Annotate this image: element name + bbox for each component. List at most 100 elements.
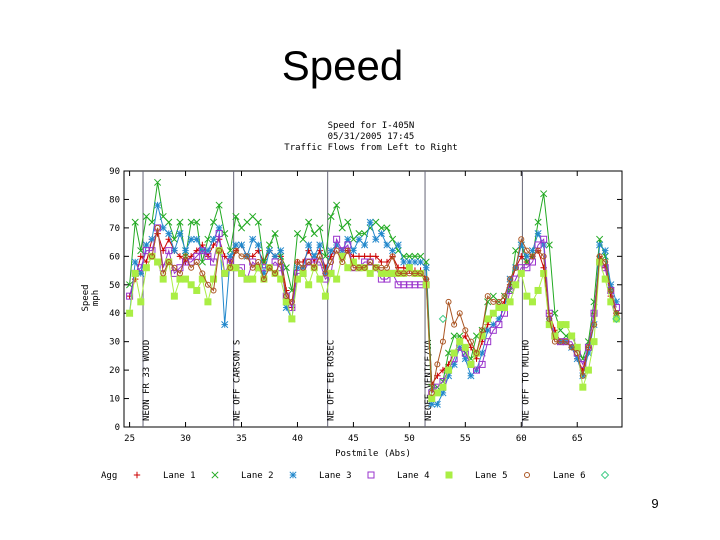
data-point — [383, 264, 390, 271]
data-point — [462, 327, 469, 334]
data-point — [204, 281, 211, 288]
data-point — [433, 389, 441, 397]
data-point — [288, 315, 296, 323]
data-point — [540, 253, 547, 260]
data-point — [193, 286, 201, 294]
data-point — [255, 247, 262, 254]
data-point — [254, 264, 262, 272]
data-point — [355, 230, 363, 238]
data-point — [321, 292, 329, 300]
data-point — [170, 235, 178, 243]
data-point — [260, 269, 268, 277]
data-point — [563, 338, 570, 345]
data-point — [232, 241, 240, 249]
data-point — [176, 253, 184, 260]
data-point — [506, 298, 514, 306]
data-point — [338, 252, 346, 260]
series-layer — [126, 178, 621, 408]
data-point — [557, 338, 564, 345]
x-tick-label: 25 — [124, 434, 135, 444]
data-point — [299, 269, 307, 277]
data-point — [584, 349, 592, 357]
data-point — [176, 270, 183, 277]
data-point — [479, 327, 486, 334]
data-point — [523, 252, 531, 260]
data-point — [473, 355, 480, 362]
y-axis-label: Speed — [81, 284, 91, 311]
plot-frame — [123, 170, 623, 428]
data-point — [540, 190, 548, 198]
data-point — [444, 372, 453, 380]
data-point — [377, 224, 385, 232]
data-point — [338, 224, 346, 232]
data-point — [249, 253, 256, 260]
data-point — [154, 258, 162, 266]
data-point — [165, 247, 173, 255]
data-point — [507, 276, 514, 283]
data-point — [333, 275, 341, 283]
slide-title: Speed — [281, 42, 404, 89]
data-point — [512, 281, 520, 289]
x-axis-label: Postmile (Abs) — [335, 449, 411, 459]
data-point — [300, 264, 307, 271]
data-point — [478, 349, 486, 357]
location-markers: NEON FR 33 WOOD NE OFF CARSON S NE OFF EB … — [142, 171, 531, 427]
chart-title-line: Traffic Flows from Left to Right — [284, 143, 457, 153]
data-point — [316, 253, 323, 260]
data-point — [182, 253, 189, 260]
data-point — [389, 269, 397, 277]
data-point — [277, 259, 284, 266]
data-point — [405, 264, 413, 272]
data-point — [495, 321, 503, 329]
data-point — [260, 276, 267, 283]
data-point — [193, 235, 201, 243]
data-point — [438, 314, 448, 324]
data-point — [187, 218, 195, 226]
x-tick-label: 30 — [180, 434, 191, 444]
series-line — [129, 182, 617, 388]
legend-label: Lane 1 — [163, 471, 196, 481]
data-point — [355, 235, 363, 243]
y-tick-label: 20 — [109, 366, 120, 376]
data-point — [142, 264, 150, 272]
data-point — [350, 264, 357, 271]
y-tick-label: 0 — [115, 423, 120, 433]
data-point — [389, 247, 397, 255]
data-point — [579, 383, 587, 391]
data-point — [187, 281, 195, 289]
data-point — [461, 343, 469, 351]
data-point — [523, 264, 531, 272]
data-point — [282, 303, 290, 312]
data-point — [461, 355, 469, 363]
data-point — [238, 269, 246, 277]
data-point — [126, 309, 134, 317]
data-point — [439, 338, 446, 345]
data-point — [500, 304, 508, 312]
data-point — [131, 218, 139, 226]
y-tick-label: 80 — [109, 195, 120, 205]
data-point — [372, 235, 380, 243]
data-point — [389, 253, 396, 260]
data-point — [333, 241, 341, 249]
data-point — [176, 230, 184, 238]
data-point — [288, 298, 295, 305]
data-point — [489, 292, 497, 300]
data-point — [277, 247, 285, 255]
data-point — [310, 230, 318, 238]
x-tick-label: 65 — [572, 434, 583, 444]
data-point — [540, 269, 548, 277]
data-point — [607, 298, 615, 306]
data-point — [428, 395, 436, 403]
data-point — [211, 471, 219, 479]
data-point — [142, 212, 150, 221]
data-point — [377, 269, 385, 277]
data-point — [556, 321, 564, 329]
location-marker-label: NE OFF CARSON S — [233, 340, 243, 421]
data-point — [367, 253, 374, 260]
data-point — [349, 258, 357, 266]
legend: Agg Lane 1 Lane 2 Lane 3 Lane 4 Lane 5 Lane 6 — [101, 470, 610, 481]
data-point — [204, 298, 212, 306]
data-point — [344, 247, 351, 254]
data-point — [333, 235, 341, 243]
